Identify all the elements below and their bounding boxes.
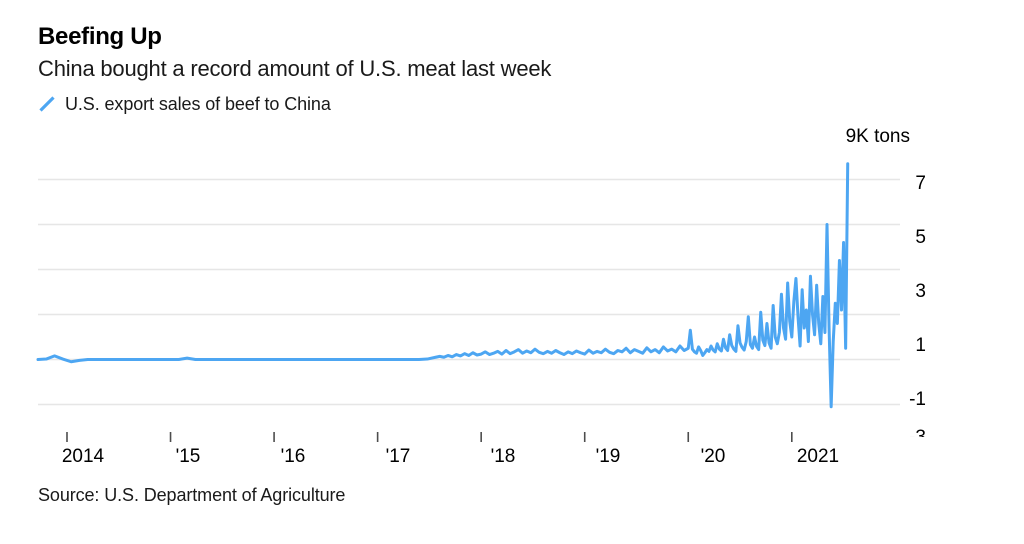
source-note: Source: U.S. Department of Agriculture (38, 485, 346, 505)
y-axis-tick-1: 1 (915, 335, 926, 356)
x-axis-tick-16: '16 (280, 446, 306, 467)
chart-header: Beefing Up China bought a record amount … (38, 22, 938, 84)
chart-legend: U.S. export sales of beef to China (38, 92, 331, 116)
y-axis-tick-neg3-clipped: -3 (866, 428, 926, 437)
x-axis-tick-20: '20 (700, 446, 726, 467)
legend-item-label: U.S. export sales of beef to China (65, 94, 331, 114)
y-axis-tick-7: 7 (915, 173, 926, 194)
page-title: Beefing Up (38, 23, 162, 50)
line-swatch-icon (39, 96, 55, 112)
x-axis-tick-2014: 2014 (61, 446, 105, 467)
x-axis-tick-15: '15 (175, 446, 201, 467)
x-axis-tick-2021: 2021 (796, 446, 840, 467)
y-axis-tick-5: 5 (915, 227, 926, 248)
gridlines (38, 178, 900, 406)
chart-subtitle: China bought a record amount of U.S. mea… (38, 56, 552, 81)
series-line-us-beef-exports-to-china (36, 162, 850, 409)
y-axis-tick-neg1: -1 (909, 389, 926, 410)
y-axis-tick-3: 3 (915, 281, 926, 302)
x-axis-tick-17: '17 (385, 446, 411, 467)
y-axis-unit-label: 9K tons (845, 126, 910, 147)
x-axis-tick-19: '19 (595, 446, 621, 467)
x-axis-tick-18: '18 (490, 446, 516, 467)
x-axis-ticks (66, 432, 793, 442)
